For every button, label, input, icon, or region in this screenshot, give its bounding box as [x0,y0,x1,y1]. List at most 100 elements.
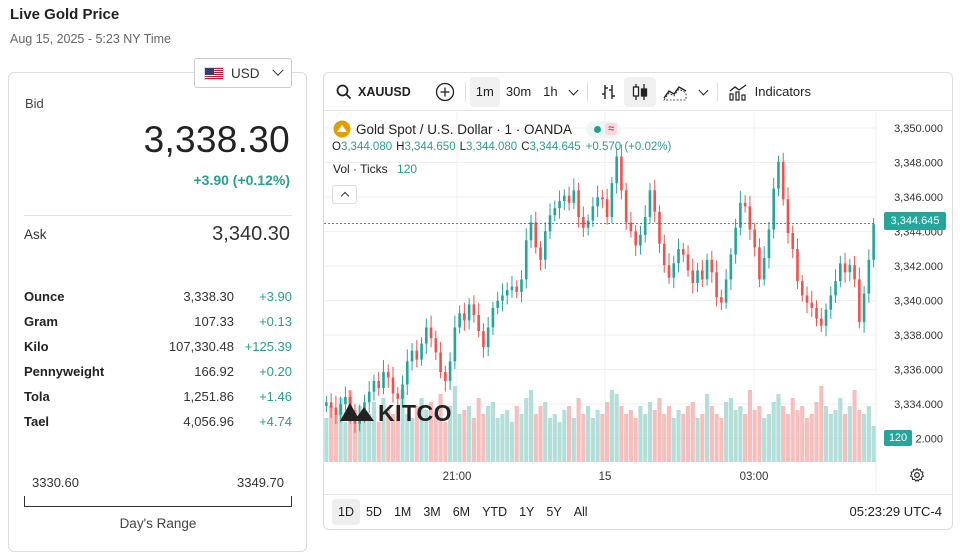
volume-bar [814,402,819,462]
volume-bar [395,406,400,462]
volume-bar [448,406,453,462]
range-ytd[interactable]: YTD [482,504,508,519]
candle-body [672,263,676,278]
candle-body [677,249,680,264]
candle-body [477,315,480,332]
symbol-search[interactable]: XAUUSD [330,77,417,107]
candle-body [624,190,628,223]
weight-price: 4,056.96 [183,414,234,429]
range-5d[interactable]: 5D [365,504,382,519]
chevron-down-icon [272,64,284,76]
interval-1m[interactable]: 1m [469,76,500,107]
bid-value: 3,338.30 [143,119,290,160]
volume-bar [524,398,529,462]
weight-unit: Ounce [24,289,65,304]
plus-circle-icon [435,82,454,101]
range-1y[interactable]: 1Y [519,504,535,519]
candle-body [791,233,795,250]
range-3m[interactable]: 3M [423,504,441,519]
status-badge[interactable]: ≈ [586,120,622,138]
candle-body [515,286,519,292]
interval-30m[interactable]: 30m [505,84,532,99]
volume-bar [547,418,553,462]
volume-bar [438,394,443,462]
volume-bar [338,398,343,462]
chart-settings-button[interactable] [908,466,926,484]
interval-1h[interactable]: 1h [543,84,558,99]
candle-body [867,259,871,294]
candle-body [824,309,828,326]
volume-bar [724,402,729,462]
ask-label: Ask [24,227,47,242]
bar-style-button[interactable] [592,77,624,107]
range-5y[interactable]: 5Y [546,504,562,519]
volume-bar [562,410,567,462]
candle-body [448,361,452,381]
volume-bar [790,398,795,462]
candle-body [472,304,476,316]
range-6m[interactable]: 6M [452,504,471,519]
candle-body [701,270,704,280]
divider [24,215,292,216]
close-key: C [521,141,530,153]
candles-style-button[interactable] [623,76,656,107]
candle-body [467,304,471,321]
volume-bar [795,410,800,462]
indicators-button[interactable]: Indicators [722,77,817,107]
volume-bar [647,402,653,462]
wave-icon: ≈ [605,123,618,135]
interval-dropdown[interactable] [564,77,583,107]
volume-bar [609,390,614,462]
weight-row: Gram 107.33 +0.13 [24,314,292,334]
price-chart[interactable]: 3,350.0003,348.0003,346.0003,344.0003,34… [324,112,952,494]
candle-body [553,208,557,216]
volume-bar [871,426,876,462]
volume-bar [490,402,496,462]
candle-body [377,380,381,389]
currency-selector[interactable]: USD [194,58,292,88]
area-style-button[interactable] [656,77,694,107]
candle-body [648,190,652,218]
weight-price: 166.92 [194,364,234,379]
candle-body [667,265,671,278]
candle-body [810,302,814,308]
volume-bar [505,410,510,462]
candle-body [743,202,747,207]
volume-bar [862,414,867,462]
candle-body [524,240,528,280]
volume-bar [605,402,610,462]
volume-bar [452,386,457,462]
range-1d[interactable]: 1D [332,498,360,525]
volume-bars [324,386,876,462]
volume-bar [414,406,419,462]
candle-body [610,183,614,218]
volume-value: 120 [397,162,418,176]
candle-body [582,217,585,228]
compare-button[interactable] [429,77,461,107]
volume-bar [362,418,367,462]
price-tick-label: 3,334.000 [894,399,943,411]
candle-body [405,361,409,385]
weight-price: 107.33 [194,314,234,329]
range-all[interactable]: All [573,504,588,519]
candle-body [458,313,461,328]
collapse-legend-button[interactable] [332,185,357,204]
candle-body [772,188,775,230]
volume-bar [752,410,757,462]
volume-bar [400,390,405,462]
volume-bar [857,410,862,462]
volume-bar [405,414,410,462]
volume-bar [700,414,705,462]
candle-body [534,222,538,248]
candles [325,144,875,433]
volume-bar [766,414,772,462]
candle-body [501,295,504,301]
range-1m[interactable]: 1M [393,504,412,519]
volume-bar [657,398,662,462]
style-dropdown[interactable] [694,77,713,107]
volume-bar [709,406,714,462]
volume-bar [781,406,786,462]
candle-body [739,202,742,228]
volume-bar [419,398,424,462]
chart-clock: 05:23:29 UTC-4 [849,504,943,519]
